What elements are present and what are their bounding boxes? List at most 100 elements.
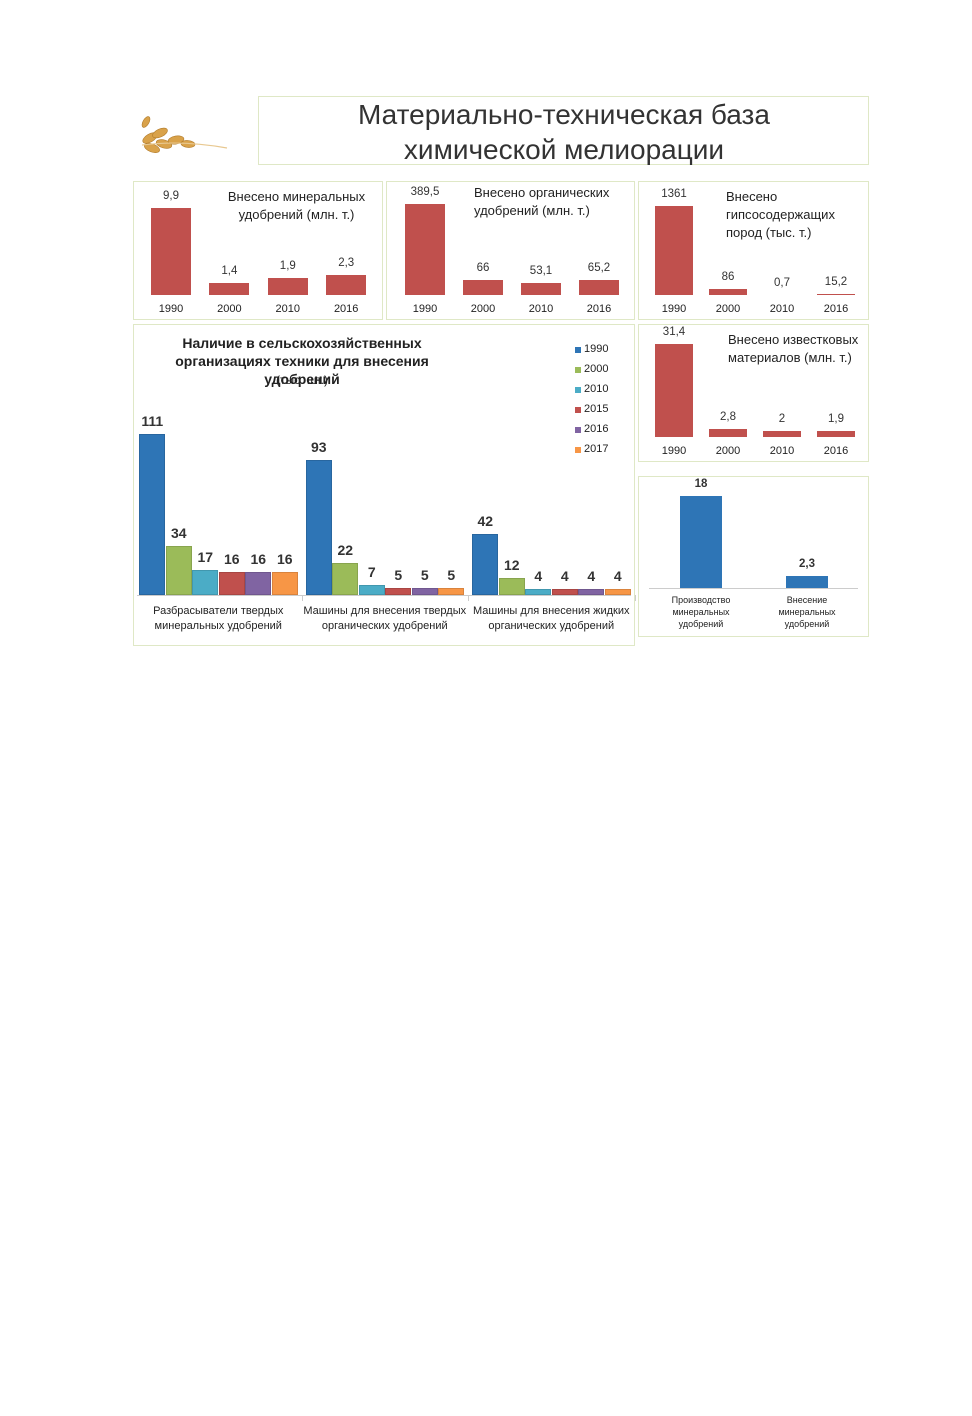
value-label: 4 (613, 568, 622, 585)
x-tick-label: 2016 (823, 445, 849, 457)
bar (192, 570, 218, 595)
chart-subtitle: (тыс. шт.) (276, 373, 328, 387)
value-label: 4 (560, 568, 569, 585)
x-tick-label: 2016 (823, 303, 849, 315)
value-label: 2 (778, 413, 786, 426)
chart-title: Внесено гипсосодержащих пород (тыс. т.) (726, 189, 835, 240)
legend-label: 1990 (584, 343, 609, 355)
value-label: 5 (447, 566, 456, 583)
x-tick-label: 2000 (715, 303, 741, 315)
value-label: 16 (276, 550, 293, 567)
bar (655, 206, 693, 295)
legend-label: 2015 (584, 403, 609, 415)
category-separator (634, 595, 636, 601)
legend-swatch (575, 427, 581, 433)
value-label: 7 (367, 563, 376, 580)
value-label: 0,7 (774, 276, 790, 289)
chart-title: Внесено известковых материалов (млн. т.) (728, 332, 859, 365)
wheat-decoration (141, 116, 228, 153)
bar (498, 577, 525, 595)
bar (525, 589, 551, 595)
value-label: 16 (223, 550, 240, 567)
x-tick-label: Разбрасыватели твердых минеральных удобр… (153, 605, 284, 632)
bar (405, 204, 445, 295)
value-label: 2,3 (338, 256, 355, 269)
bar (165, 545, 192, 595)
legend-swatch (575, 387, 581, 393)
chart-panel: Внесено минеральных удобрений (млн. т.) 9… (133, 181, 383, 320)
baseline (137, 595, 631, 596)
x-tick-label: 2016 (333, 303, 359, 315)
value-label: 17 (197, 549, 214, 566)
legend-label: 2010 (584, 383, 609, 395)
legend-swatch (575, 347, 581, 353)
legend-swatch (575, 447, 581, 453)
chart-panel: Внесено известковых материалов (млн. т.)… (638, 324, 869, 462)
x-tick-label: 2000 (217, 303, 242, 315)
x-tick-label: 2010 (528, 303, 554, 315)
value-label: 2,3 (799, 558, 815, 571)
bar (817, 294, 855, 295)
chart-title: Внесено минеральных удобрений (млн. т.) (227, 189, 366, 222)
bar (786, 576, 828, 588)
bar (604, 589, 631, 595)
value-label: 9,9 (163, 190, 179, 202)
title-box: Материально-техническая база химической … (258, 96, 869, 165)
x-tick-label: 2010 (275, 303, 301, 315)
x-tick-label: Внесение минеральных удобрений (778, 595, 836, 629)
value-label: 4 (587, 568, 596, 585)
value-label: 31,4 (662, 326, 686, 338)
x-tick-label: 2010 (769, 445, 795, 457)
value-label: 93 (310, 439, 327, 456)
x-tick-label: Производство минеральных удобрений (671, 595, 731, 629)
value-label: 1,4 (221, 264, 238, 277)
bar (411, 587, 438, 595)
chart-panel: Внесено органических удобрений (млн. т.)… (386, 181, 635, 320)
legend-label: 2000 (584, 363, 609, 375)
value-label: 66 (476, 261, 490, 274)
bar (245, 571, 271, 595)
value-label: 86 (721, 271, 735, 284)
bar (655, 344, 693, 437)
bar (551, 589, 578, 595)
value-label: 22 (337, 542, 354, 559)
bar (305, 460, 332, 595)
value-label: 2,8 (720, 410, 736, 423)
bar (709, 289, 747, 295)
bar (151, 208, 191, 295)
bar (358, 584, 385, 595)
chart-title: Внесено органических удобрений (млн. т.) (474, 185, 610, 218)
value-label: 5 (394, 566, 403, 583)
bar (709, 428, 747, 437)
value-label: 389,5 (410, 186, 440, 198)
legend-swatch (575, 367, 581, 373)
legend-label: 2017 (584, 443, 609, 455)
value-label: 5 (420, 566, 429, 583)
chart-panel: Наличие в сельскохозяйственных организац… (133, 324, 636, 646)
legend-swatch (575, 407, 581, 413)
bar (472, 534, 498, 595)
baseline (649, 588, 858, 589)
bar (579, 279, 619, 295)
page-title: Материально-техническая база химической … (358, 99, 770, 165)
category-separator (301, 595, 303, 601)
category-separator (468, 595, 469, 601)
value-label: 16 (250, 550, 267, 567)
legend-label: 2016 (584, 423, 609, 435)
chart-panel: 18 Производство минеральных удобрений 2,3 В… (638, 476, 869, 637)
value-label: 18 (694, 478, 708, 490)
chart-title: Наличие в сельскохозяйственных организац… (175, 335, 429, 387)
value-label: 15,2 (824, 276, 848, 288)
x-tick-label: Машины для внесения твердых органических… (303, 605, 467, 632)
value-label: 53,1 (529, 264, 553, 277)
bar (326, 274, 367, 295)
bar (521, 282, 561, 295)
x-tick-label: 1990 (661, 445, 687, 457)
bar (218, 571, 245, 595)
x-tick-label: 1990 (661, 303, 687, 315)
value-label: 12 (503, 556, 520, 573)
x-tick-label: Машины для внесения жидких органических … (472, 605, 630, 632)
value-label: 1361 (661, 188, 687, 200)
bar (139, 434, 165, 595)
bar (385, 587, 411, 595)
